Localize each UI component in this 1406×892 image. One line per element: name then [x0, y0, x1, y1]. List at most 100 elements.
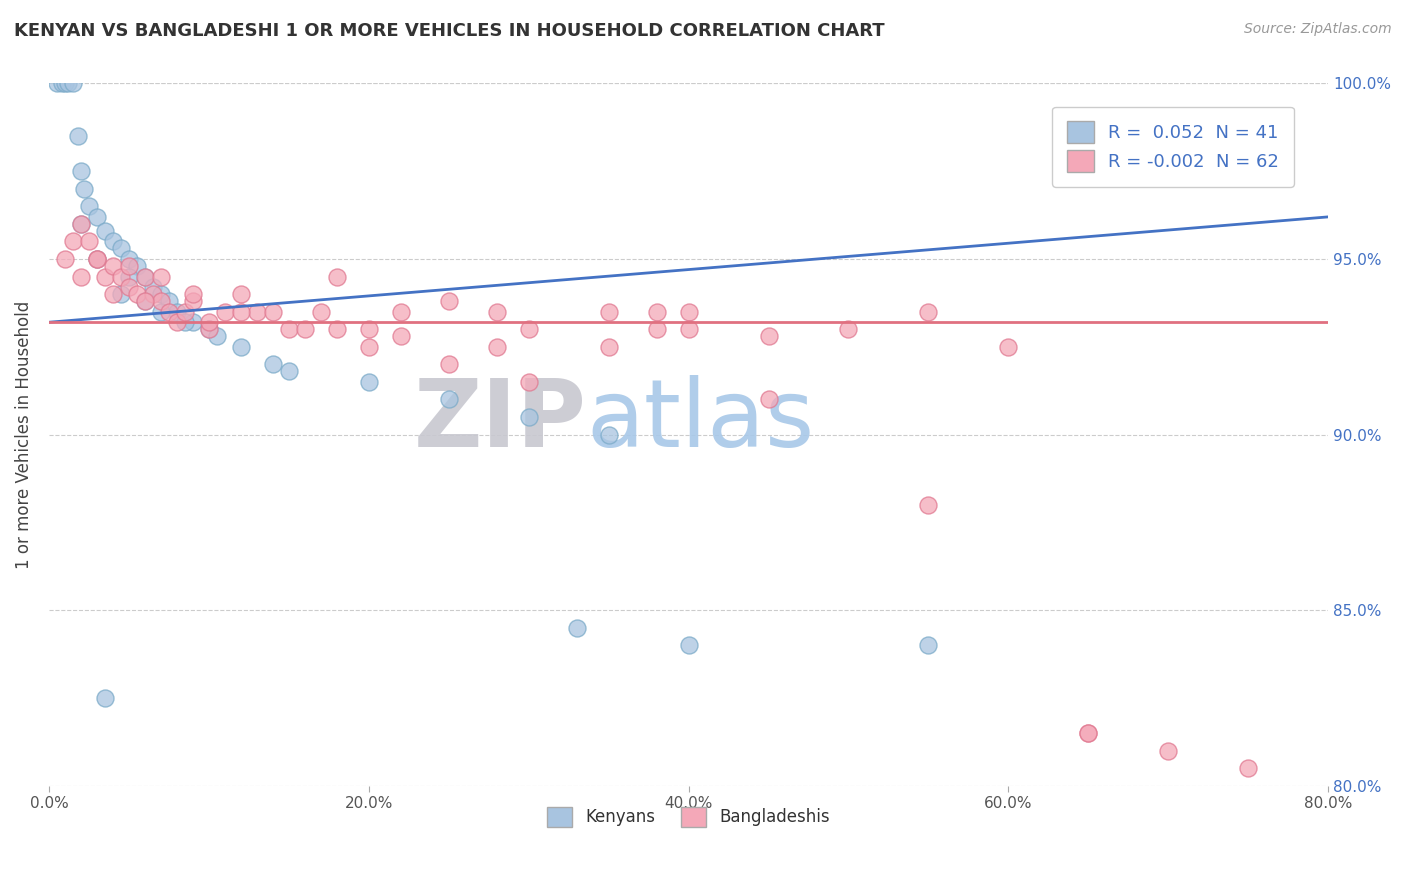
Point [173, 315, 195, 329]
Point [62, 77, 84, 91]
Point [110, 242, 132, 256]
Point [1077, 726, 1099, 740]
Point [357, 322, 380, 336]
Point [101, 235, 124, 249]
Point [142, 287, 165, 301]
Point [134, 294, 156, 309]
Point [997, 340, 1019, 354]
Point [86, 252, 108, 266]
Point [198, 315, 221, 329]
Point [389, 329, 412, 343]
Point [70, 217, 93, 231]
Text: atlas: atlas [586, 375, 814, 467]
Point [56, 77, 79, 91]
Point [134, 269, 156, 284]
Point [70, 269, 93, 284]
Point [125, 287, 148, 301]
Point [645, 322, 668, 336]
Point [198, 322, 221, 336]
Point [157, 304, 180, 318]
Point [917, 304, 939, 318]
Point [678, 638, 700, 652]
Point [94, 269, 117, 284]
Point [51, 77, 73, 91]
Point [101, 259, 124, 273]
Point [149, 269, 172, 284]
Point [678, 322, 700, 336]
Point [46, 77, 69, 91]
Point [62, 235, 84, 249]
Point [181, 294, 204, 309]
Point [517, 375, 540, 389]
Point [149, 304, 172, 318]
Point [142, 280, 165, 294]
Point [110, 287, 132, 301]
Point [134, 269, 156, 284]
Point [70, 164, 93, 178]
Point [517, 410, 540, 425]
Point [118, 280, 141, 294]
Point [166, 304, 188, 318]
Text: Source: ZipAtlas.com: Source: ZipAtlas.com [1244, 22, 1392, 37]
Point [94, 691, 117, 706]
Point [118, 259, 141, 273]
Point [118, 252, 141, 266]
Point [70, 217, 93, 231]
Point [262, 357, 284, 371]
Point [134, 294, 156, 309]
Point [294, 322, 316, 336]
Point [157, 294, 180, 309]
Point [645, 304, 668, 318]
Point [229, 340, 252, 354]
Point [277, 364, 299, 378]
Point [326, 322, 349, 336]
Point [77, 235, 100, 249]
Point [485, 304, 508, 318]
Point [1237, 761, 1260, 775]
Point [73, 182, 96, 196]
Point [66, 129, 89, 144]
Point [917, 498, 939, 512]
Point [205, 329, 228, 343]
Point [198, 322, 221, 336]
Point [118, 269, 141, 284]
Point [837, 322, 859, 336]
Point [357, 340, 380, 354]
Point [53, 252, 76, 266]
Point [389, 304, 412, 318]
Point [437, 392, 460, 407]
Y-axis label: 1 or more Vehicles in Household: 1 or more Vehicles in Household [15, 301, 32, 569]
Point [437, 294, 460, 309]
Point [229, 304, 252, 318]
Point [309, 304, 332, 318]
Point [758, 329, 780, 343]
Point [262, 304, 284, 318]
Point [598, 340, 620, 354]
Point [125, 259, 148, 273]
Legend: Kenyans, Bangladeshis: Kenyans, Bangladeshis [541, 800, 837, 834]
Point [181, 315, 204, 329]
Point [1157, 744, 1180, 758]
Point [229, 287, 252, 301]
Point [110, 269, 132, 284]
Point [77, 199, 100, 213]
Point [357, 375, 380, 389]
Point [917, 638, 939, 652]
Point [1077, 726, 1099, 740]
Point [149, 294, 172, 309]
Point [86, 210, 108, 224]
Point [86, 252, 108, 266]
Point [326, 269, 349, 284]
Point [94, 224, 117, 238]
Point [598, 304, 620, 318]
Point [101, 287, 124, 301]
Point [166, 315, 188, 329]
Point [485, 340, 508, 354]
Text: KENYAN VS BANGLADESHI 1 OR MORE VEHICLES IN HOUSEHOLD CORRELATION CHART: KENYAN VS BANGLADESHI 1 OR MORE VEHICLES… [14, 22, 884, 40]
Point [149, 287, 172, 301]
Point [86, 252, 108, 266]
Point [214, 304, 236, 318]
Point [437, 357, 460, 371]
Point [246, 304, 269, 318]
Point [517, 322, 540, 336]
